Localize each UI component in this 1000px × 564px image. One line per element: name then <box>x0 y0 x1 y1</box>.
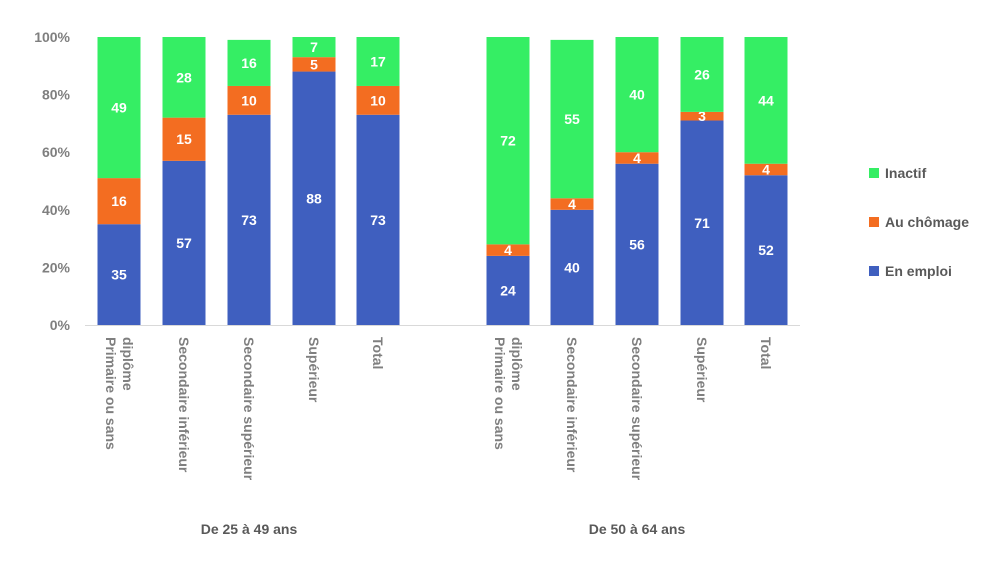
x-tick-label: Supérieur <box>306 337 322 403</box>
x-tick-label: Secondaire inférieur <box>564 337 580 473</box>
data-label: 16 <box>241 55 257 71</box>
data-label: 3 <box>698 108 706 124</box>
bar-segment-inactif <box>486 37 530 245</box>
data-label: 71 <box>694 215 710 231</box>
bar-segment-inactif <box>356 37 400 86</box>
x-tick-label: Total <box>758 337 774 369</box>
data-label: 57 <box>176 235 192 251</box>
y-tick-label: 20% <box>42 259 71 275</box>
data-label: 73 <box>370 212 386 228</box>
data-label: 49 <box>111 100 127 116</box>
bar-segment-en-emploi <box>680 120 724 326</box>
legend-swatch <box>869 217 879 227</box>
bar-segment-en-emploi <box>744 175 788 325</box>
y-tick-label: 100% <box>34 29 70 45</box>
legend-swatch <box>869 266 879 276</box>
bar-segment-au-ch-mage <box>97 178 141 225</box>
bar-segment-en-emploi <box>97 224 141 325</box>
bar-segment-au-ch-mage <box>680 111 724 121</box>
bar-segment-inactif <box>227 39 271 86</box>
data-label: 28 <box>176 69 192 85</box>
data-label: 26 <box>694 66 710 82</box>
x-tick-label: Secondaire supérieur <box>629 337 645 481</box>
bar-segment-au-ch-mage <box>744 163 788 176</box>
legend-label: Inactif <box>885 165 927 181</box>
data-label: 56 <box>629 236 645 252</box>
data-label: 72 <box>500 133 516 149</box>
bar-segment-inactif <box>97 37 141 179</box>
data-label: 4 <box>633 150 641 166</box>
data-label: 52 <box>758 242 774 258</box>
bar-segment-au-ch-mage <box>292 57 336 72</box>
data-label: 17 <box>370 53 386 69</box>
x-tick-label: Primaire ou sansdiplôme <box>492 337 525 450</box>
data-label: 88 <box>306 190 322 206</box>
y-tick-label: 60% <box>42 144 71 160</box>
data-label: 35 <box>111 267 127 283</box>
legend-label: En emploi <box>885 263 952 279</box>
y-tick-label: 80% <box>42 87 71 103</box>
bar-segment-en-emploi <box>292 71 336 325</box>
bar-segment-inactif <box>744 37 788 164</box>
data-label: 5 <box>310 56 318 72</box>
bar-segment-au-ch-mage <box>162 117 206 161</box>
x-tick-label: Primaire ou sansdiplôme <box>103 337 136 450</box>
legend-swatch <box>869 168 879 178</box>
bar-segment-en-emploi <box>550 209 594 325</box>
bar-segment-au-ch-mage <box>550 198 594 210</box>
bar-segment-inactif <box>292 37 336 58</box>
data-label: 10 <box>241 92 257 108</box>
y-tick-label: 40% <box>42 202 71 218</box>
bar-segment-en-emploi <box>615 163 659 325</box>
bar-segment-inactif <box>615 37 659 153</box>
bar-segment-inactif <box>162 37 206 118</box>
x-axis: Primaire ou sansdiplôme Secondaire inféri… <box>85 325 800 537</box>
bars: 35 16 49 57 15 28 73 10 16 88 57 73 10 17 24 4 72 40 4 55 56… <box>97 37 788 326</box>
data-label: 7 <box>310 39 318 55</box>
bar-segment-en-emploi <box>162 160 206 325</box>
bar-segment-au-ch-mage <box>486 244 530 256</box>
x-tick-label: Supérieur <box>694 337 710 403</box>
group-label: De 50 à 64 ans <box>589 521 686 537</box>
data-label: 73 <box>241 212 257 228</box>
bar-segment-en-emploi <box>486 255 530 325</box>
bar-segment-en-emploi <box>356 114 400 325</box>
bar-segment-en-emploi <box>227 114 271 325</box>
data-label: 4 <box>504 242 512 258</box>
data-label: 4 <box>762 161 770 177</box>
data-label: 40 <box>564 259 580 275</box>
x-tick-label: Secondaire inférieur <box>176 337 192 473</box>
legend-label: Au chômage <box>885 214 969 230</box>
data-label: 44 <box>758 92 774 108</box>
bar-segment-au-ch-mage <box>356 85 400 115</box>
data-label: 10 <box>370 92 386 108</box>
bar-segment-au-ch-mage <box>615 152 659 164</box>
bar-segment-inactif <box>680 37 724 112</box>
data-label: 4 <box>568 196 576 212</box>
data-label: 40 <box>629 87 645 103</box>
data-label: 55 <box>564 111 580 127</box>
legend: Inactif Au chômage En emploi <box>869 165 969 279</box>
data-label: 16 <box>111 193 127 209</box>
data-label: 15 <box>176 131 192 147</box>
x-tick-label: Total <box>370 337 386 369</box>
x-tick-label: Secondaire supérieur <box>241 337 257 481</box>
group-label: De 25 à 49 ans <box>201 521 298 537</box>
bar-segment-inactif <box>550 39 594 199</box>
y-tick-label: 0% <box>50 317 71 333</box>
bar-segment-au-ch-mage <box>227 85 271 115</box>
y-axis: 0% 20% 40% 60% 80% 100% <box>34 29 70 333</box>
data-label: 24 <box>500 282 516 298</box>
